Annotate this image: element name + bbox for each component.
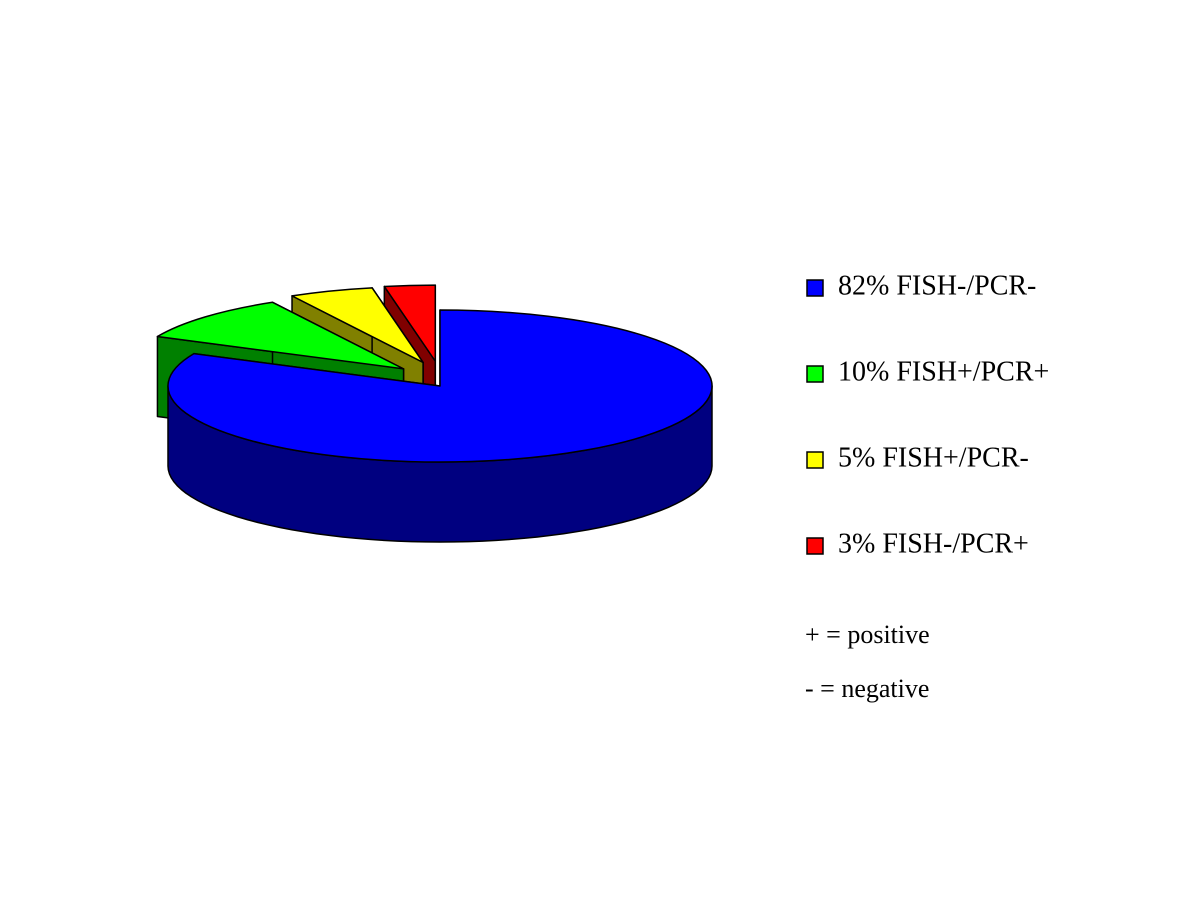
annotation: - = negative (805, 674, 929, 703)
legend-label: 3% FISH-/PCR+ (838, 528, 1029, 559)
legend-swatch (806, 365, 824, 383)
slice-top (167, 309, 713, 463)
legend-swatch (806, 451, 824, 469)
legend-swatch (806, 279, 824, 297)
legend-swatch (806, 537, 824, 555)
legend-label: 82% FISH-/PCR- (838, 270, 1036, 301)
pie (156, 284, 713, 543)
legend: 82% FISH-/PCR- 10% FISH+/PCR+ 5% FISH+/PCR… (805, 270, 1049, 703)
slice-top (156, 301, 405, 370)
legend-label: 10% FISH+/PCR+ (838, 356, 1049, 387)
legend-label: 5% FISH+/PCR- (838, 442, 1029, 473)
slice-top (291, 287, 424, 364)
annotation: + = positive (805, 620, 930, 649)
slice (167, 309, 713, 543)
slice-top (383, 284, 437, 362)
